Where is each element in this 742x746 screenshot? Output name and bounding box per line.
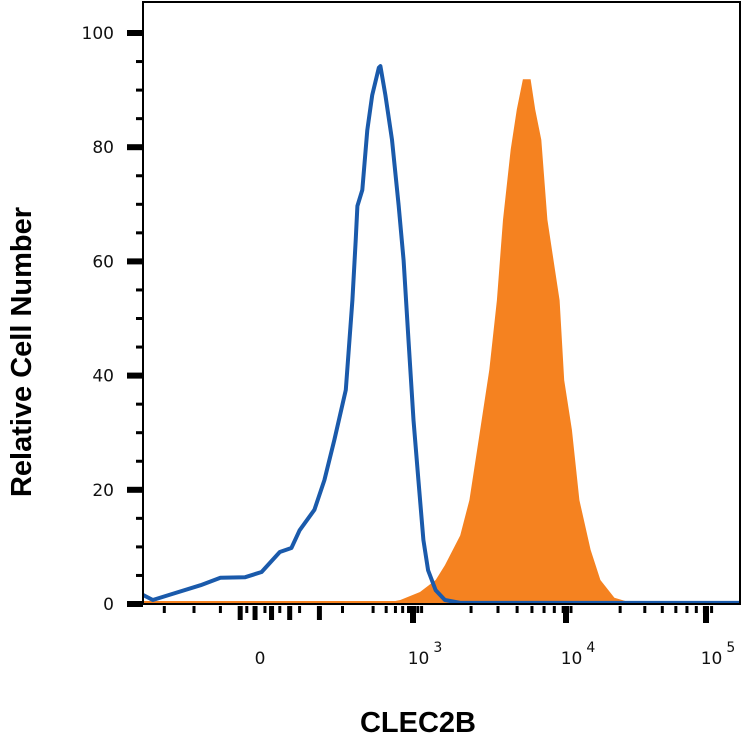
x-minor-tick [263, 606, 267, 613]
x-minor-tick [269, 606, 275, 620]
y-major-tick [127, 601, 143, 607]
y-axis: 0 20 40 60 80 100 [82, 24, 143, 615]
x-minor-tick [192, 606, 196, 613]
x-tick-label-exponent: 4 [586, 640, 595, 656]
y-minor-tick [136, 60, 143, 64]
x-minor-tick [298, 606, 302, 613]
x-tick-label: 103 [408, 640, 443, 669]
x-minor-tick [218, 606, 222, 613]
y-minor-tick [136, 231, 143, 235]
y-tick-label: 60 [92, 252, 114, 272]
x-axis-title: CLEC2B [360, 707, 476, 739]
y-minor-tick [136, 202, 143, 206]
x-minor-tick [469, 606, 473, 613]
y-major-tick [127, 144, 143, 151]
x-tick-label-base: 0 [255, 649, 266, 669]
y-minor-tick [136, 345, 143, 349]
y-minor-tick [136, 317, 143, 320]
y-tick-label: 20 [92, 481, 114, 501]
x-tick-label-base: 10 [408, 649, 430, 669]
x-minor-tick [496, 606, 500, 613]
x-major-tick [563, 606, 569, 623]
x-minor-tick [316, 606, 322, 620]
x-minor-tick [287, 606, 293, 620]
x-tick-label: 0 [255, 649, 266, 669]
series-line-histogram [141, 64, 739, 605]
x-minor-tick [420, 606, 424, 613]
y-tick-label: 80 [92, 138, 114, 158]
x-major-tick [410, 606, 416, 623]
y-minor-tick [136, 545, 143, 549]
x-minor-tick [710, 606, 714, 613]
y-minor-tick [136, 174, 143, 178]
y-major-tick [127, 372, 143, 379]
x-minor-tick [237, 606, 243, 620]
y-minor-tick [136, 431, 143, 435]
y-tick-label: 40 [92, 367, 114, 387]
y-minor-tick [136, 516, 143, 520]
y-major-tick [127, 258, 143, 265]
x-minor-tick [401, 606, 405, 613]
x-minor-tick [694, 606, 698, 613]
y-minor-tick [136, 402, 143, 406]
x-minor-tick [371, 606, 375, 613]
y-major-tick [127, 30, 143, 36]
x-minor-tick [416, 606, 420, 613]
x-minor-tick [618, 606, 622, 613]
y-minor-tick [136, 573, 143, 577]
x-minor-tick [384, 606, 388, 613]
y-tick-label: 100 [82, 24, 114, 44]
x-minor-tick [162, 606, 166, 613]
plot-area [141, 64, 740, 605]
x-minor-tick [393, 606, 397, 613]
y-axis-title: Relative Cell Number [6, 207, 38, 497]
y-minor-tick [136, 288, 143, 292]
x-major-tick [703, 606, 709, 623]
y-minor-tick [136, 459, 143, 463]
x-minor-tick [252, 606, 258, 620]
x-minor-tick [569, 606, 573, 613]
x-minor-tick [278, 606, 282, 613]
x-tick-label-base: 10 [701, 649, 723, 669]
y-major-tick [127, 486, 143, 493]
x-minor-tick [515, 606, 519, 613]
series-filled-histogram [142, 79, 740, 605]
x-tick-label: 104 [561, 640, 596, 669]
x-minor-tick [341, 606, 344, 613]
x-minor-tick [245, 606, 249, 613]
x-tick-label-base: 10 [561, 649, 583, 669]
x-minor-tick [674, 606, 678, 613]
x-tick-label-exponent: 5 [726, 640, 735, 656]
plot-frame [142, 1, 741, 605]
x-tick-label-exponent: 3 [433, 640, 442, 656]
x-minor-tick [660, 606, 664, 613]
x-minor-tick [542, 606, 546, 613]
x-tick-label: 105 [701, 640, 736, 669]
y-minor-tick [136, 88, 143, 92]
x-minor-tick [643, 606, 647, 613]
x-minor-tick [407, 606, 411, 613]
y-minor-tick [136, 117, 143, 121]
y-tick-label: 0 [103, 595, 114, 615]
x-minor-tick [552, 606, 556, 613]
x-minor-tick [530, 606, 534, 613]
x-minor-tick [685, 606, 689, 613]
